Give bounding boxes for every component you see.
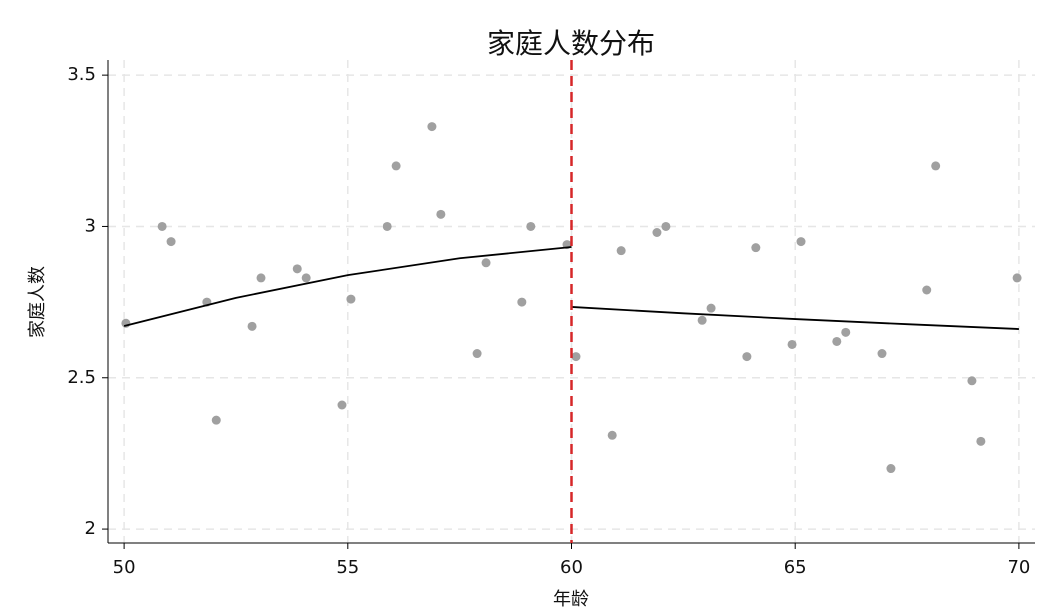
- point: [247, 321, 257, 331]
- x-tick-label: 70: [1007, 557, 1030, 578]
- point: [922, 285, 932, 295]
- point: [301, 273, 311, 283]
- y-tick-label: 3: [85, 215, 96, 236]
- point: [841, 327, 851, 337]
- point: [976, 436, 986, 446]
- point: [607, 430, 617, 440]
- fit-line: [123, 246, 572, 327]
- point: [706, 303, 716, 313]
- point: [157, 221, 167, 231]
- point: [967, 376, 977, 386]
- point: [652, 228, 662, 237]
- point: [436, 209, 446, 219]
- point: [517, 297, 527, 307]
- point: [526, 221, 536, 231]
- chart-title: 家庭人数分布: [487, 27, 655, 60]
- x-tick-label: 65: [784, 557, 807, 578]
- point: [616, 246, 626, 256]
- x-tick-label: 50: [113, 557, 136, 578]
- x-tick-label: 55: [336, 557, 359, 578]
- y-axis-label: 家庭人数: [27, 266, 48, 338]
- point: [256, 273, 266, 283]
- point: [211, 415, 221, 425]
- x-axis-label: 年龄: [553, 589, 589, 610]
- point: [427, 122, 437, 132]
- point: [751, 243, 761, 253]
- point: [337, 400, 347, 410]
- point: [742, 352, 752, 362]
- point: [292, 264, 302, 274]
- point: [661, 221, 671, 231]
- point: [391, 161, 401, 171]
- point: [796, 237, 806, 247]
- point: [571, 352, 581, 362]
- point: [346, 294, 356, 304]
- fit-line: [571, 306, 1019, 330]
- point: [481, 258, 491, 268]
- point: [472, 349, 482, 359]
- point: [697, 315, 707, 325]
- point: [787, 339, 797, 349]
- y-tick-label: 3.5: [67, 64, 96, 85]
- point: [832, 336, 842, 346]
- point: [931, 161, 941, 171]
- y-tick-label: 2: [85, 518, 96, 539]
- point: [166, 237, 176, 247]
- point: [877, 349, 887, 359]
- point: [886, 464, 896, 474]
- point: [1012, 273, 1022, 283]
- y-tick-label: 2.5: [67, 367, 96, 388]
- point: [382, 221, 392, 231]
- x-tick-label: 60: [560, 557, 583, 578]
